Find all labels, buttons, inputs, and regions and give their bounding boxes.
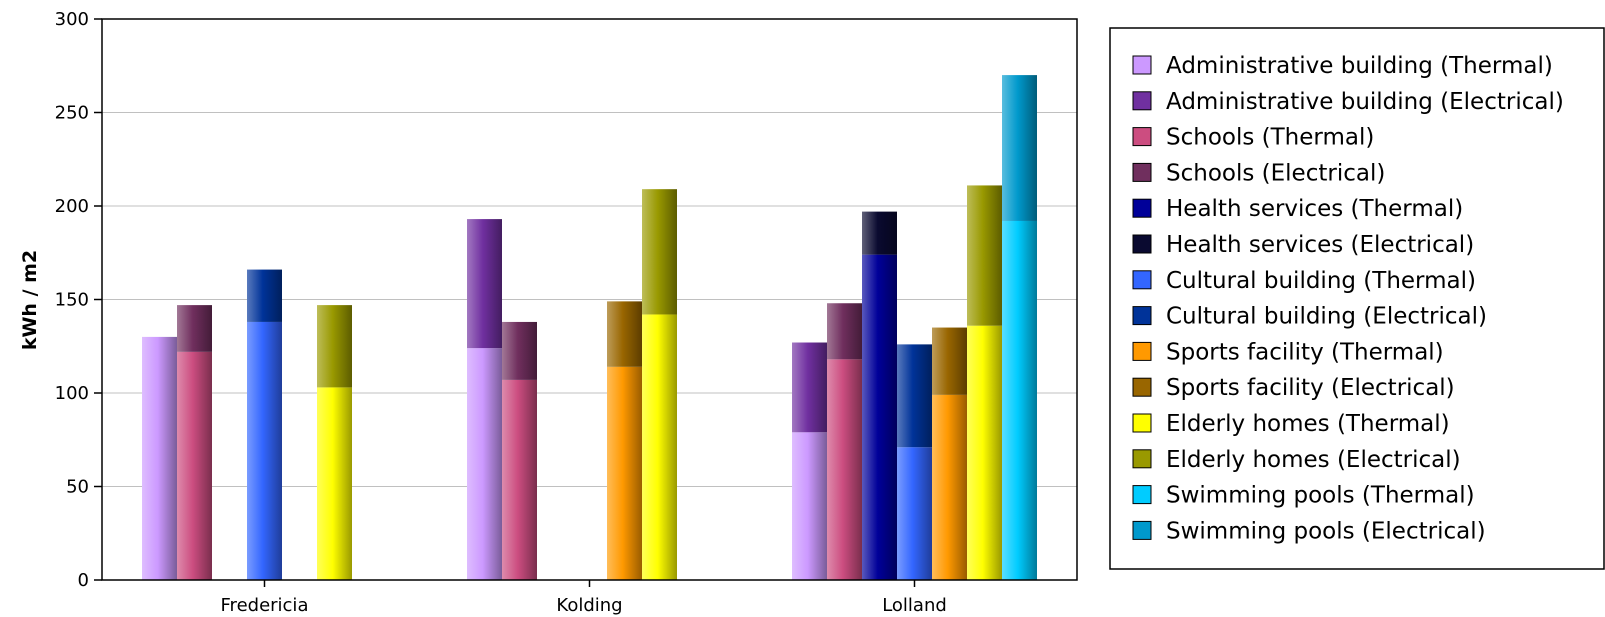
legend-swatch: [1132, 377, 1152, 397]
legend-label: Swimming pools (Electrical): [1166, 518, 1486, 544]
legend-swatch: [1132, 341, 1152, 361]
bar-segment: [897, 447, 932, 580]
bar-segment: [467, 219, 502, 349]
bar-segment: [467, 348, 502, 580]
legend-swatch: [1132, 449, 1152, 469]
legend-label: Health services (Thermal): [1166, 196, 1463, 222]
legend-label: Health services (Electrical): [1166, 232, 1474, 258]
x-tick-label: Fredericia: [221, 595, 309, 616]
legend-swatch: [1132, 127, 1152, 147]
legend-label: Administrative building (Thermal): [1166, 53, 1553, 79]
y-axis-title: kWh / m2: [19, 250, 41, 350]
bar-segment: [247, 269, 282, 322]
legend-label: Cultural building (Electrical): [1166, 304, 1487, 330]
legend-swatch: [1132, 162, 1152, 182]
bar-segment: [502, 379, 537, 580]
legend-label: Sports facility (Thermal): [1166, 339, 1444, 365]
bar-segment: [827, 303, 862, 360]
bar-segment: [1002, 75, 1037, 221]
legend-swatch: [1132, 270, 1152, 290]
bar-segment: [862, 211, 897, 255]
bars: [142, 75, 1037, 580]
bar-segment: [177, 351, 212, 580]
bar-segment: [642, 314, 677, 580]
legend-swatch: [1132, 91, 1152, 111]
y-axis-ticks: 0 50 100 150 200 250 300: [55, 9, 102, 591]
bar-segment: [792, 432, 827, 580]
bar-segment: [607, 366, 642, 580]
legend-swatch: [1132, 198, 1152, 218]
y-tick-label: 50: [66, 477, 89, 498]
legend-swatch: [1132, 55, 1152, 75]
legend-label: Sports facility (Electrical): [1166, 375, 1455, 401]
bar-segment: [1002, 220, 1037, 580]
legend-label: Administrative building (Electrical): [1166, 89, 1564, 115]
bar-segment: [967, 325, 1002, 580]
bar-segment: [827, 359, 862, 580]
bar-segment: [177, 305, 212, 352]
x-axis-ticks: Fredericia Kolding Lolland: [221, 580, 947, 616]
bar-segment: [932, 394, 967, 580]
bar-segment: [317, 305, 352, 388]
legend-swatch: [1132, 413, 1152, 433]
bar-segment: [862, 254, 897, 580]
bar-segment: [502, 321, 537, 380]
legend-swatch: [1132, 485, 1152, 505]
bar-segment: [792, 342, 827, 433]
bar-segment: [967, 185, 1002, 326]
legend-swatch: [1132, 234, 1152, 254]
x-tick-label: Lolland: [882, 595, 947, 616]
legend-label: Swimming pools (Thermal): [1166, 483, 1475, 509]
y-tick-label: 250: [55, 103, 89, 124]
bar-segment: [247, 321, 282, 580]
y-tick-label: 0: [78, 570, 89, 591]
y-tick-label: 150: [55, 290, 89, 311]
legend-swatch: [1132, 520, 1152, 540]
bar-segment: [897, 344, 932, 448]
legend-label: Schools (Thermal): [1166, 125, 1374, 151]
legend-swatch: [1132, 306, 1152, 326]
bar-segment: [317, 387, 352, 580]
legend: Administrative building (Thermal) Adminis…: [1109, 27, 1605, 570]
y-tick-label: 200: [55, 196, 89, 217]
legend-label: Elderly homes (Electrical): [1166, 447, 1461, 473]
y-tick-label: 300: [55, 9, 89, 30]
bar-segment: [642, 189, 677, 315]
legend-box: [1109, 27, 1605, 570]
bar-segment: [932, 327, 967, 395]
legend-label: Schools (Electrical): [1166, 160, 1385, 186]
x-tick-label: Kolding: [556, 595, 622, 616]
y-tick-label: 100: [55, 383, 89, 404]
legend-label: Cultural building (Thermal): [1166, 268, 1476, 294]
legend-label: Elderly homes (Thermal): [1166, 411, 1450, 437]
bar-segment: [607, 301, 642, 367]
bar-segment: [142, 336, 177, 580]
